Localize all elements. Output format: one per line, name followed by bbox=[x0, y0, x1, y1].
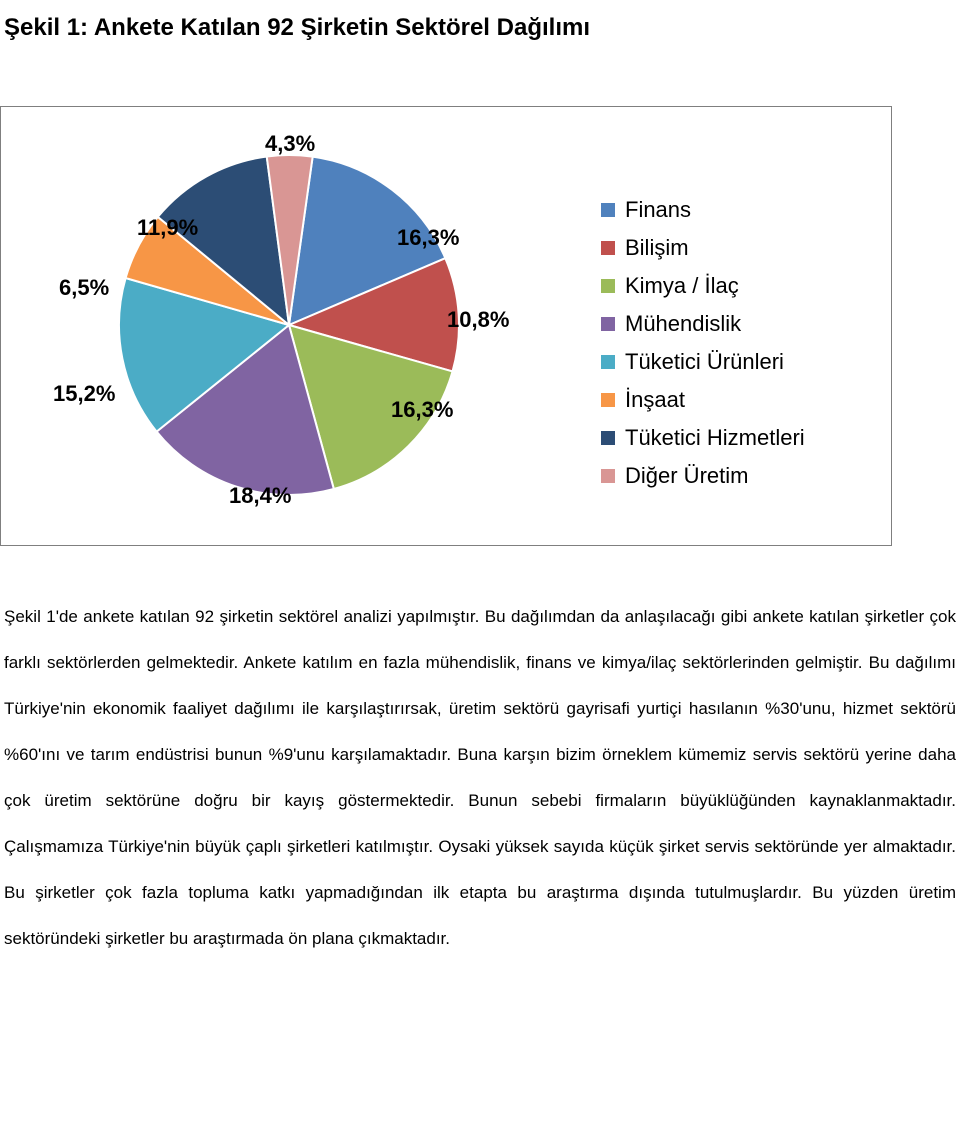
legend-swatch bbox=[601, 241, 615, 255]
legend-label: Bilişim bbox=[625, 235, 689, 261]
legend-label: Finans bbox=[625, 197, 691, 223]
legend: Finans Bilişim Kimya / İlaç Mühendislik Tüke… bbox=[601, 197, 805, 501]
page: Şekil 1: Ankete Katılan 92 Şirketin Sekt… bbox=[0, 14, 960, 962]
legend-item: Tüketici Hizmetleri bbox=[601, 425, 805, 451]
legend-swatch bbox=[601, 393, 615, 407]
pie-svg bbox=[119, 155, 459, 495]
slice-data-label: 15,2% bbox=[53, 381, 115, 407]
legend-item: Mühendislik bbox=[601, 311, 805, 337]
slice-data-label: 4,3% bbox=[265, 131, 315, 157]
legend-swatch bbox=[601, 431, 615, 445]
legend-swatch bbox=[601, 469, 615, 483]
description-paragraph: Şekil 1'de ankete katılan 92 şirketin se… bbox=[4, 594, 956, 962]
figure-title: Şekil 1: Ankete Katılan 92 Şirketin Sekt… bbox=[4, 14, 960, 42]
legend-item: Diğer Üretim bbox=[601, 463, 805, 489]
legend-label: Mühendislik bbox=[625, 311, 741, 337]
legend-item: İnşaat bbox=[601, 387, 805, 413]
legend-swatch bbox=[601, 355, 615, 369]
legend-label: Tüketici Ürünleri bbox=[625, 349, 784, 375]
legend-label: Kimya / İlaç bbox=[625, 273, 739, 299]
chart-frame: 16,3%10,8%16,3%18,4%15,2%6,5%11,9%4,3% F… bbox=[0, 106, 892, 546]
legend-item: Finans bbox=[601, 197, 805, 223]
legend-item: Bilişim bbox=[601, 235, 805, 261]
legend-item: Kimya / İlaç bbox=[601, 273, 805, 299]
legend-label: Tüketici Hizmetleri bbox=[625, 425, 805, 451]
legend-swatch bbox=[601, 279, 615, 293]
slice-data-label: 6,5% bbox=[59, 275, 109, 301]
pie-chart bbox=[119, 155, 459, 500]
legend-label: İnşaat bbox=[625, 387, 685, 413]
legend-swatch bbox=[601, 317, 615, 331]
legend-item: Tüketici Ürünleri bbox=[601, 349, 805, 375]
legend-label: Diğer Üretim bbox=[625, 463, 748, 489]
legend-swatch bbox=[601, 203, 615, 217]
